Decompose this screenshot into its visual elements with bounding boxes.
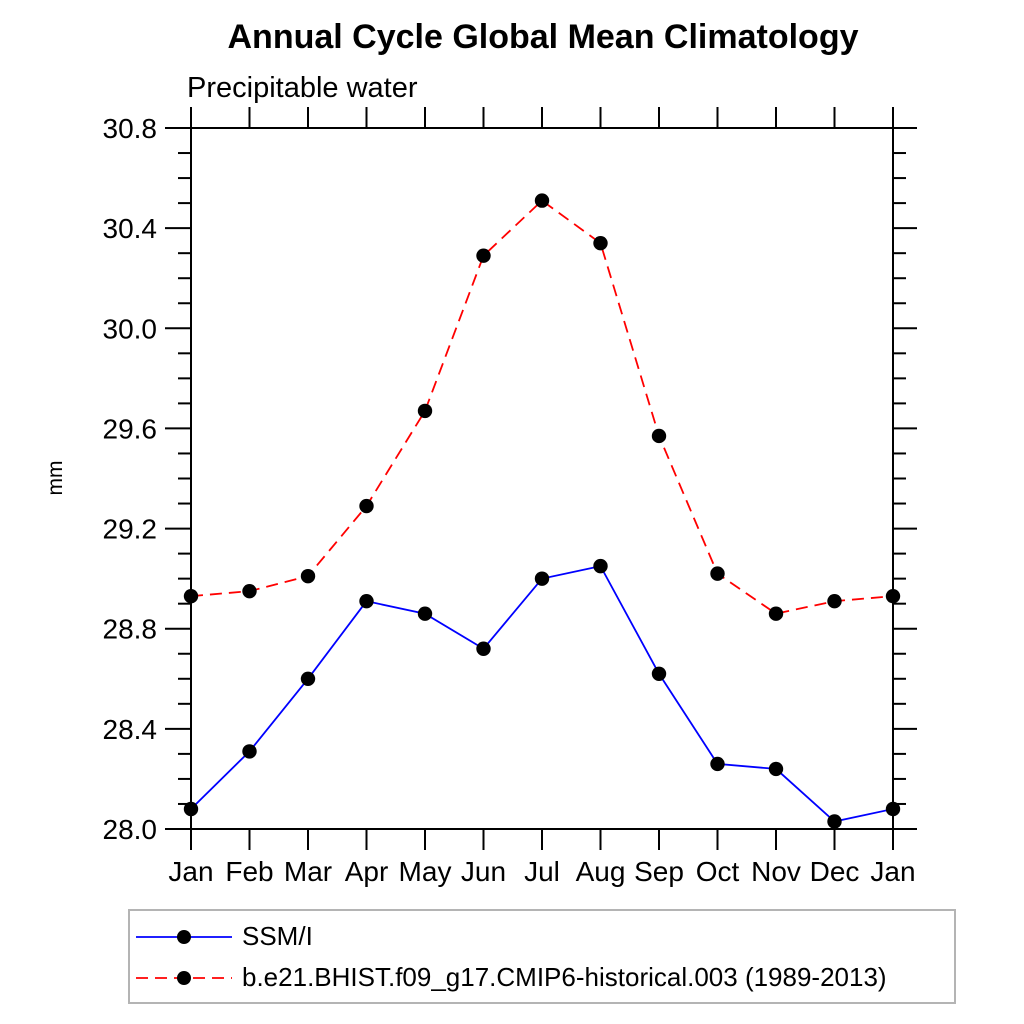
legend-label-ssmi: SSM/I bbox=[242, 921, 313, 951]
chart-subtitle: Precipitable water bbox=[187, 72, 418, 104]
data-point-marker bbox=[885, 801, 901, 817]
data-point-marker bbox=[183, 801, 199, 817]
y-tick-label: 28.4 bbox=[103, 714, 158, 745]
data-point-marker bbox=[534, 193, 550, 208]
data-point-marker bbox=[885, 588, 901, 604]
data-point-marker bbox=[593, 558, 608, 574]
x-tick-label: Jun bbox=[461, 856, 506, 887]
x-tick-label: Aug bbox=[576, 856, 626, 887]
data-point-marker bbox=[476, 641, 491, 656]
data-point-marker bbox=[359, 498, 374, 514]
y-tick-label: 28.0 bbox=[103, 814, 158, 845]
data-point-marker bbox=[417, 606, 433, 621]
data-point-marker bbox=[827, 593, 842, 609]
x-tick-label: Jan bbox=[168, 856, 213, 887]
legend-line-sample-dashed-icon bbox=[136, 970, 232, 985]
y-tick-label: 29.2 bbox=[103, 514, 158, 545]
data-point-marker bbox=[242, 583, 257, 599]
data-point-marker bbox=[476, 248, 491, 263]
x-tick-label: Mar bbox=[284, 856, 332, 887]
series-line-1 bbox=[190, 199, 894, 615]
chart-title: Annual Cycle Global Mean Climatology bbox=[227, 18, 859, 56]
data-point-marker bbox=[710, 566, 725, 581]
data-point-marker bbox=[359, 593, 374, 609]
legend-entry-model: b.e21.BHIST.f09_g17.CMIP6-historical.003… bbox=[134, 957, 954, 998]
series-line-0 bbox=[190, 565, 894, 823]
data-point-marker bbox=[242, 744, 257, 759]
data-point-marker bbox=[593, 235, 608, 251]
y-tick-label: 28.8 bbox=[103, 614, 158, 645]
legend-label-model: b.e21.BHIST.f09_g17.CMIP6-historical.003… bbox=[242, 962, 887, 992]
y-tick-label: 30.0 bbox=[103, 313, 158, 344]
x-tick-label: Jan bbox=[870, 856, 915, 887]
data-point-marker bbox=[710, 756, 725, 772]
data-point-marker bbox=[651, 666, 667, 681]
x-tick-label: Feb bbox=[225, 856, 273, 887]
x-tick-label: Jul bbox=[524, 856, 560, 887]
x-tick-label: Dec bbox=[810, 856, 860, 887]
x-tick-label: Apr bbox=[345, 856, 389, 887]
y-axis-label: mm bbox=[44, 461, 67, 496]
data-point-marker bbox=[827, 814, 842, 829]
y-tick-label: 29.6 bbox=[103, 413, 158, 444]
data-point-marker bbox=[651, 428, 667, 444]
legend-line-sample-solid-icon bbox=[136, 929, 232, 944]
x-tick-label: Sep bbox=[634, 856, 684, 887]
data-point-marker bbox=[768, 761, 784, 777]
x-tick-label: Oct bbox=[696, 856, 740, 887]
x-tick-label: May bbox=[399, 856, 452, 887]
y-tick-label: 30.8 bbox=[103, 113, 158, 144]
data-point-marker bbox=[534, 571, 550, 586]
data-point-marker bbox=[300, 568, 316, 584]
legend-entry-ssmi: SSM/I bbox=[134, 916, 954, 957]
y-tick-label: 30.4 bbox=[103, 213, 158, 244]
data-point-marker bbox=[183, 588, 199, 604]
x-tick-label: Nov bbox=[751, 856, 801, 887]
plot-frame bbox=[190, 127, 894, 830]
chart-legend: SSM/I b.e21.BHIST.f09_g17.CMIP6-historic… bbox=[128, 909, 956, 1004]
data-point-marker bbox=[300, 671, 316, 686]
data-point-marker bbox=[417, 403, 433, 419]
data-point-marker bbox=[768, 606, 784, 621]
